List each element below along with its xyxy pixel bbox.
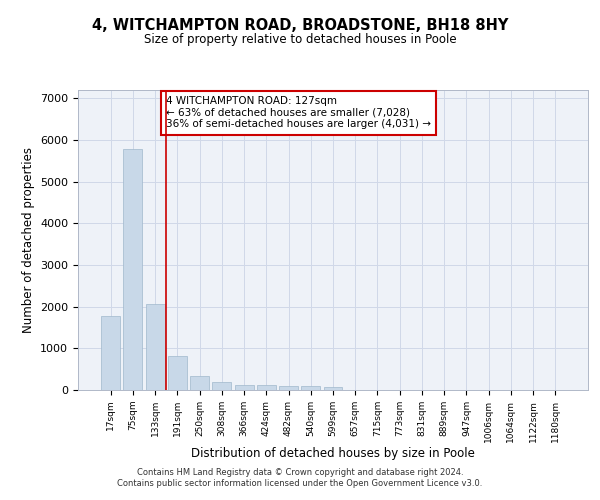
Bar <box>301 386 320 390</box>
Y-axis label: Number of detached properties: Number of detached properties <box>22 147 35 333</box>
Bar <box>124 149 142 390</box>
Bar <box>101 316 120 390</box>
Bar <box>190 376 209 390</box>
Bar <box>235 385 254 390</box>
Bar <box>212 382 231 390</box>
Text: 4, WITCHAMPTON ROAD, BROADSTONE, BH18 8HY: 4, WITCHAMPTON ROAD, BROADSTONE, BH18 8H… <box>92 18 508 32</box>
Text: Size of property relative to detached houses in Poole: Size of property relative to detached ho… <box>143 32 457 46</box>
Text: 4 WITCHAMPTON ROAD: 127sqm
← 63% of detached houses are smaller (7,028)
36% of s: 4 WITCHAMPTON ROAD: 127sqm ← 63% of deta… <box>166 96 431 130</box>
Text: Contains HM Land Registry data © Crown copyright and database right 2024.
Contai: Contains HM Land Registry data © Crown c… <box>118 468 482 487</box>
Bar <box>279 386 298 390</box>
X-axis label: Distribution of detached houses by size in Poole: Distribution of detached houses by size … <box>191 448 475 460</box>
Bar <box>257 386 276 390</box>
Bar <box>168 356 187 390</box>
Bar <box>323 387 343 390</box>
Bar <box>146 304 164 390</box>
